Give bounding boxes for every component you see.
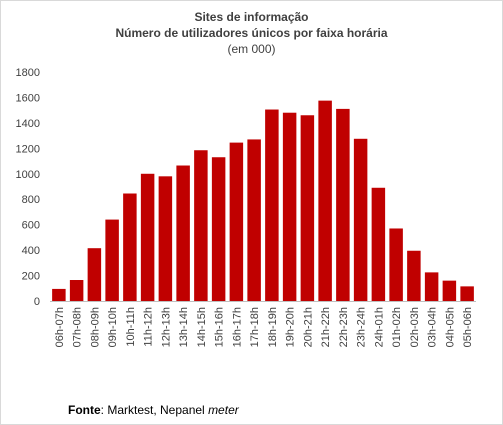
source-italic: meter	[208, 403, 239, 417]
x-tick-label: 23h-24h	[356, 307, 368, 347]
y-tick-label: 1800	[16, 67, 40, 79]
bar-20h-21h	[300, 115, 315, 301]
x-tick-label: 10h-11h	[125, 307, 137, 347]
unit-note: (em 000)	[227, 42, 276, 56]
x-tick-label: 06h-07h	[54, 307, 66, 347]
y-tick-label: 1400	[16, 118, 40, 130]
chart-title: Sites de informação	[194, 10, 309, 24]
x-tick-label: 19h-20h	[285, 307, 297, 347]
bar-16h-17h	[229, 142, 244, 301]
bar-18h-19h	[265, 109, 279, 301]
y-tick-label: 200	[22, 271, 40, 283]
bar-24h-01h	[371, 187, 386, 301]
x-tick-label: 21h-22h	[320, 307, 332, 347]
x-tick-label: 20h-21h	[302, 307, 314, 347]
bar-01h-02h	[389, 228, 403, 301]
x-tick-label: 11h-12h	[143, 307, 155, 347]
x-tick-label: 18h-19h	[267, 307, 279, 347]
x-tick-label: 14h-15h	[196, 307, 208, 347]
source-label: Fonte	[68, 403, 101, 417]
bar-15h-16h	[211, 157, 226, 301]
bar-10h-11h	[123, 193, 137, 301]
bar-09h-10h	[105, 219, 119, 301]
bar-13h-14h	[176, 165, 190, 301]
x-tick-label: 13h-14h	[178, 307, 190, 347]
bar-14h-15h	[194, 150, 208, 301]
chart-subtitle: Número de utilizadores únicos por faixa …	[115, 26, 388, 40]
bar-22h-23h	[336, 108, 350, 301]
x-tick-label: 17h-18h	[249, 307, 261, 347]
bar-23h-24h	[353, 138, 368, 301]
y-tick-label: 1200	[16, 143, 40, 155]
y-tick-label: 1000	[16, 169, 40, 181]
x-tick-label: 09h-10h	[107, 307, 119, 347]
x-tick-label: 02h-03h	[409, 307, 421, 347]
bar-05h-06h	[460, 286, 474, 301]
bar-21h-22h	[318, 100, 332, 302]
x-tick-label: 04h-05h	[444, 307, 456, 347]
bar-17h-18h	[247, 139, 261, 301]
bar-04h-05h	[442, 280, 457, 301]
x-tick-label: 12h-13h	[160, 307, 172, 347]
x-tick-label: 05h-06h	[462, 307, 474, 347]
x-tick-label: 16h-17h	[231, 307, 243, 347]
x-tick-label: 24h-01h	[373, 307, 385, 347]
bar-19h-20h	[282, 112, 297, 302]
bar-06h-07h	[52, 288, 66, 301]
bar-11h-12h	[140, 173, 155, 301]
y-tick-label: 800	[22, 194, 40, 206]
y-tick-label: 600	[22, 220, 40, 232]
bar-02h-03h	[407, 250, 421, 301]
x-tick-label: 07h-08h	[72, 307, 84, 347]
bar-12h-13h	[158, 176, 173, 301]
x-tick-label: 22h-23h	[338, 307, 350, 347]
x-tick-label: 01h-02h	[391, 307, 403, 347]
x-tick-label: 08h-09h	[89, 307, 101, 347]
x-tick-label: 15h-16h	[214, 307, 226, 347]
source-note: Fonte: Marktest, Nepanel meter	[68, 403, 239, 417]
bar-08h-09h	[87, 248, 102, 301]
y-tick-label: 0	[34, 296, 40, 308]
y-tick-label: 400	[22, 245, 40, 257]
y-tick-label: 1600	[16, 92, 40, 104]
source-text: : Marktest, Nepanel	[100, 403, 209, 417]
x-tick-label: 03h-04h	[427, 307, 439, 347]
bar-07h-08h	[69, 280, 84, 301]
bar-03h-04h	[424, 272, 439, 302]
